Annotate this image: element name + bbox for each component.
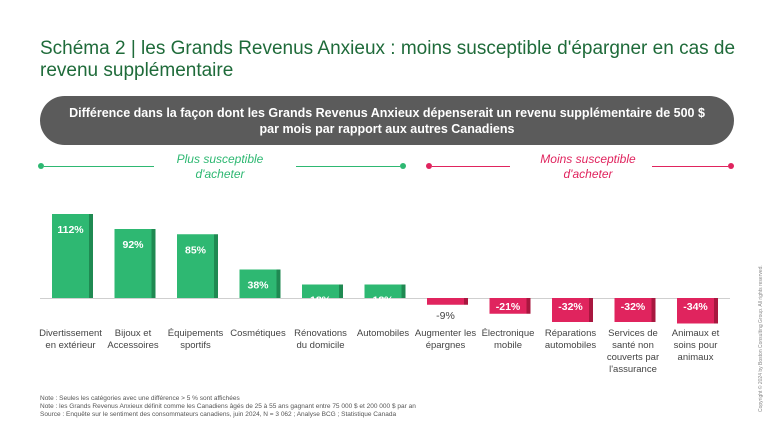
category-label-10: Animaux et soins pour animaux xyxy=(671,328,720,363)
bar-1 xyxy=(114,229,152,298)
category-label-6: Augmenter les épargnes xyxy=(414,328,477,351)
bar-3 xyxy=(239,269,277,298)
footnote-2: Note : les Grands Revenus Anxieux défini… xyxy=(40,403,416,410)
bar-0 xyxy=(52,214,89,298)
category-label-4: Rénovations du domicile xyxy=(294,328,347,351)
category-label-7: Électronique mobile xyxy=(481,328,535,351)
bar-9 xyxy=(614,298,652,322)
bar-value-label-4: 18% xyxy=(310,295,332,307)
bar-value-label-7: -21% xyxy=(496,301,521,313)
segment-line-negative-left xyxy=(432,166,510,167)
bar-value-label-0: 112% xyxy=(57,224,84,236)
footnote-1: Note : Seules les catégories avec une di… xyxy=(40,395,240,402)
bar-5 xyxy=(364,284,402,298)
bar-value-label-10: -34% xyxy=(683,301,708,313)
bar-value-label-6: -9% xyxy=(436,310,455,322)
subtitle-text: Différence dans la façon dont les Grands… xyxy=(69,105,705,136)
copyright-notice: Copyright © 2024 by Boston Consulting Gr… xyxy=(758,265,764,412)
bar-side-6 xyxy=(464,298,468,305)
bar-side-1 xyxy=(151,229,156,298)
footnote-source: Source : Enquête sur le sentiment des co… xyxy=(40,411,397,418)
category-label-2: Équipements sportifs xyxy=(167,328,224,351)
segment-label-positive: Plus susceptible d'acheter xyxy=(176,152,264,181)
category-label-5: Automobiles xyxy=(356,328,410,339)
bar-side-4 xyxy=(339,284,343,298)
bar-side-3 xyxy=(276,269,281,298)
category-label-8: Réparations automobiles xyxy=(544,328,597,351)
chart-title: Schéma 2 | les Grands Revenus Anxieux : … xyxy=(40,38,736,81)
segment-line-negative-right xyxy=(652,166,728,167)
zero-baseline xyxy=(40,298,730,299)
segment-dot-positive-right xyxy=(400,163,406,169)
bar-value-label-3: 38% xyxy=(247,280,269,292)
bar-value-label-9: -32% xyxy=(621,301,646,313)
bar-side-5 xyxy=(401,284,406,298)
segment-dot-negative-left xyxy=(426,163,432,169)
segment-dot-negative-right xyxy=(728,163,734,169)
subtitle-banner: Différence dans la façon dont les Grands… xyxy=(40,96,734,145)
bar-value-label-2: 85% xyxy=(185,244,207,256)
bar-side-2 xyxy=(214,234,218,298)
category-label-1: Bijoux et Accessoires xyxy=(107,328,159,351)
bar-7 xyxy=(489,298,527,314)
bar-side-10 xyxy=(714,298,718,324)
segment-dot-positive-left xyxy=(38,163,44,169)
bar-4 xyxy=(302,284,339,298)
bar-side-7 xyxy=(526,298,531,314)
bar-value-label-8: -32% xyxy=(558,301,583,313)
bar-side-9 xyxy=(651,298,656,322)
footnotes: Note : Seules les catégories avec une di… xyxy=(40,395,416,419)
bar-side-8 xyxy=(589,298,593,322)
segment-line-positive-right xyxy=(296,166,400,167)
bar-value-label-1: 92% xyxy=(122,239,144,251)
bar-side-0 xyxy=(89,214,93,298)
bar-10 xyxy=(677,298,714,324)
segment-label-negative: Moins susceptible d'acheter xyxy=(540,152,636,181)
bar-value-label-5: 18% xyxy=(372,295,394,307)
category-label-9: Services de santé non couverts par l'ass… xyxy=(606,328,660,375)
category-label-3: Cosmétiques xyxy=(230,328,286,339)
bar-6 xyxy=(427,298,464,305)
category-label-0: Divertissement en extérieur xyxy=(39,328,102,351)
bar-8 xyxy=(552,298,589,322)
segment-line-positive-left xyxy=(44,166,154,167)
bar-2 xyxy=(177,234,214,298)
